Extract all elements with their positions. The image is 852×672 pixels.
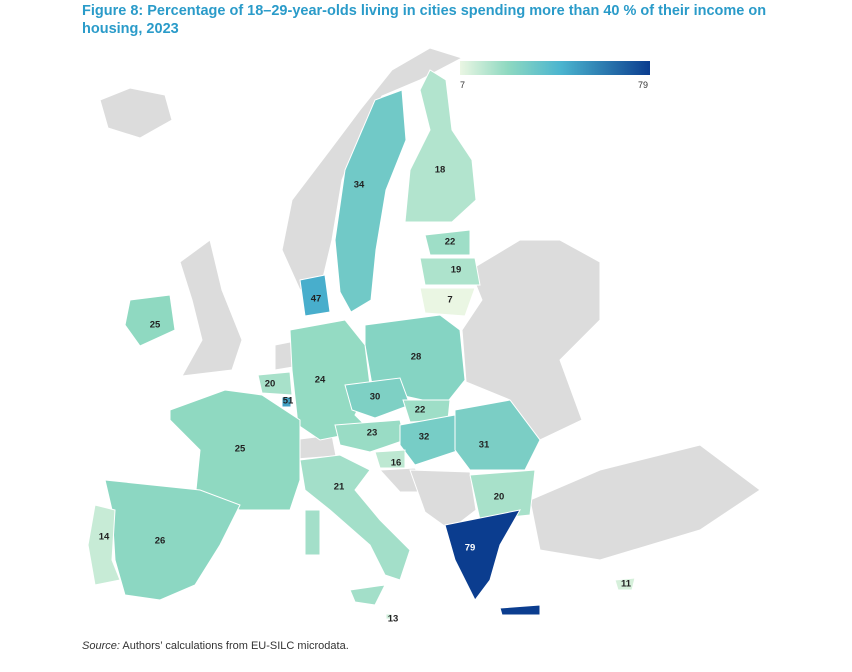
region-no-data-balkans xyxy=(409,469,477,531)
region-ro xyxy=(454,399,541,471)
region-fr xyxy=(169,389,301,511)
legend-max: 79 xyxy=(638,80,648,90)
region-de xyxy=(289,319,372,441)
value-label-ro: 31 xyxy=(479,440,490,451)
value-label-si: 16 xyxy=(391,458,402,469)
value-label-at: 23 xyxy=(367,428,378,439)
value-label-cy: 11 xyxy=(621,579,632,590)
value-label-bg: 20 xyxy=(494,492,505,503)
region-cy xyxy=(614,577,636,591)
source-label: Source: xyxy=(82,640,120,652)
value-label-pt: 14 xyxy=(99,532,110,543)
figure-title: Figure 8: Percentage of 18–29-year-olds … xyxy=(82,3,767,37)
region-bg xyxy=(469,469,536,521)
value-label-lv: 19 xyxy=(451,265,462,276)
value-label-dk: 47 xyxy=(311,294,322,305)
region-hu xyxy=(399,414,461,466)
region-lu xyxy=(281,396,292,408)
region-no-data-uk xyxy=(179,239,243,377)
region-se xyxy=(334,89,407,313)
region-lv xyxy=(419,257,481,286)
region-pt xyxy=(87,504,121,586)
value-label-de: 24 xyxy=(315,375,326,386)
value-label-ee: 22 xyxy=(445,237,456,248)
value-label-se: 34 xyxy=(354,180,365,191)
legend: 7 79 xyxy=(460,61,650,90)
region-no-data-norway xyxy=(281,47,464,291)
region-si xyxy=(374,449,406,469)
value-label-es: 26 xyxy=(155,536,166,547)
region-cz xyxy=(344,377,411,419)
region-lt xyxy=(419,287,476,317)
region-mt xyxy=(385,613,393,620)
value-label-hu: 32 xyxy=(419,432,430,443)
legend-min: 7 xyxy=(460,80,465,90)
region-at xyxy=(334,419,406,453)
value-label-mt: 13 xyxy=(388,614,399,625)
region-dk xyxy=(299,274,331,317)
region-gr xyxy=(444,509,541,616)
value-label-gr: 79 xyxy=(465,543,476,554)
region-no-data-iceland xyxy=(99,87,173,139)
value-label-pl: 28 xyxy=(411,352,422,363)
region-es xyxy=(104,479,241,601)
value-label-cz: 30 xyxy=(370,392,381,403)
value-label-lu: 51 xyxy=(283,396,294,407)
value-label-fr: 25 xyxy=(235,444,246,455)
value-label-fi: 18 xyxy=(435,165,446,176)
region-ee xyxy=(424,229,471,256)
value-label-be: 20 xyxy=(265,379,276,390)
value-label-ie: 25 xyxy=(150,320,161,331)
region-fi xyxy=(404,69,477,223)
source-text: Authors’ calculations from EU-SILC micro… xyxy=(119,640,349,652)
region-ie xyxy=(124,294,176,347)
region-it xyxy=(299,454,411,606)
value-label-lt: 7 xyxy=(447,295,452,306)
region-be xyxy=(257,371,293,396)
source-note: Source: Authors’ calculations from EU-SI… xyxy=(82,640,349,652)
value-label-it: 21 xyxy=(334,482,345,493)
region-no-data-turkey xyxy=(529,444,761,561)
value-label-sk: 22 xyxy=(415,405,426,416)
legend-gradient-bar xyxy=(460,61,650,75)
region-no-data-east xyxy=(461,239,601,441)
